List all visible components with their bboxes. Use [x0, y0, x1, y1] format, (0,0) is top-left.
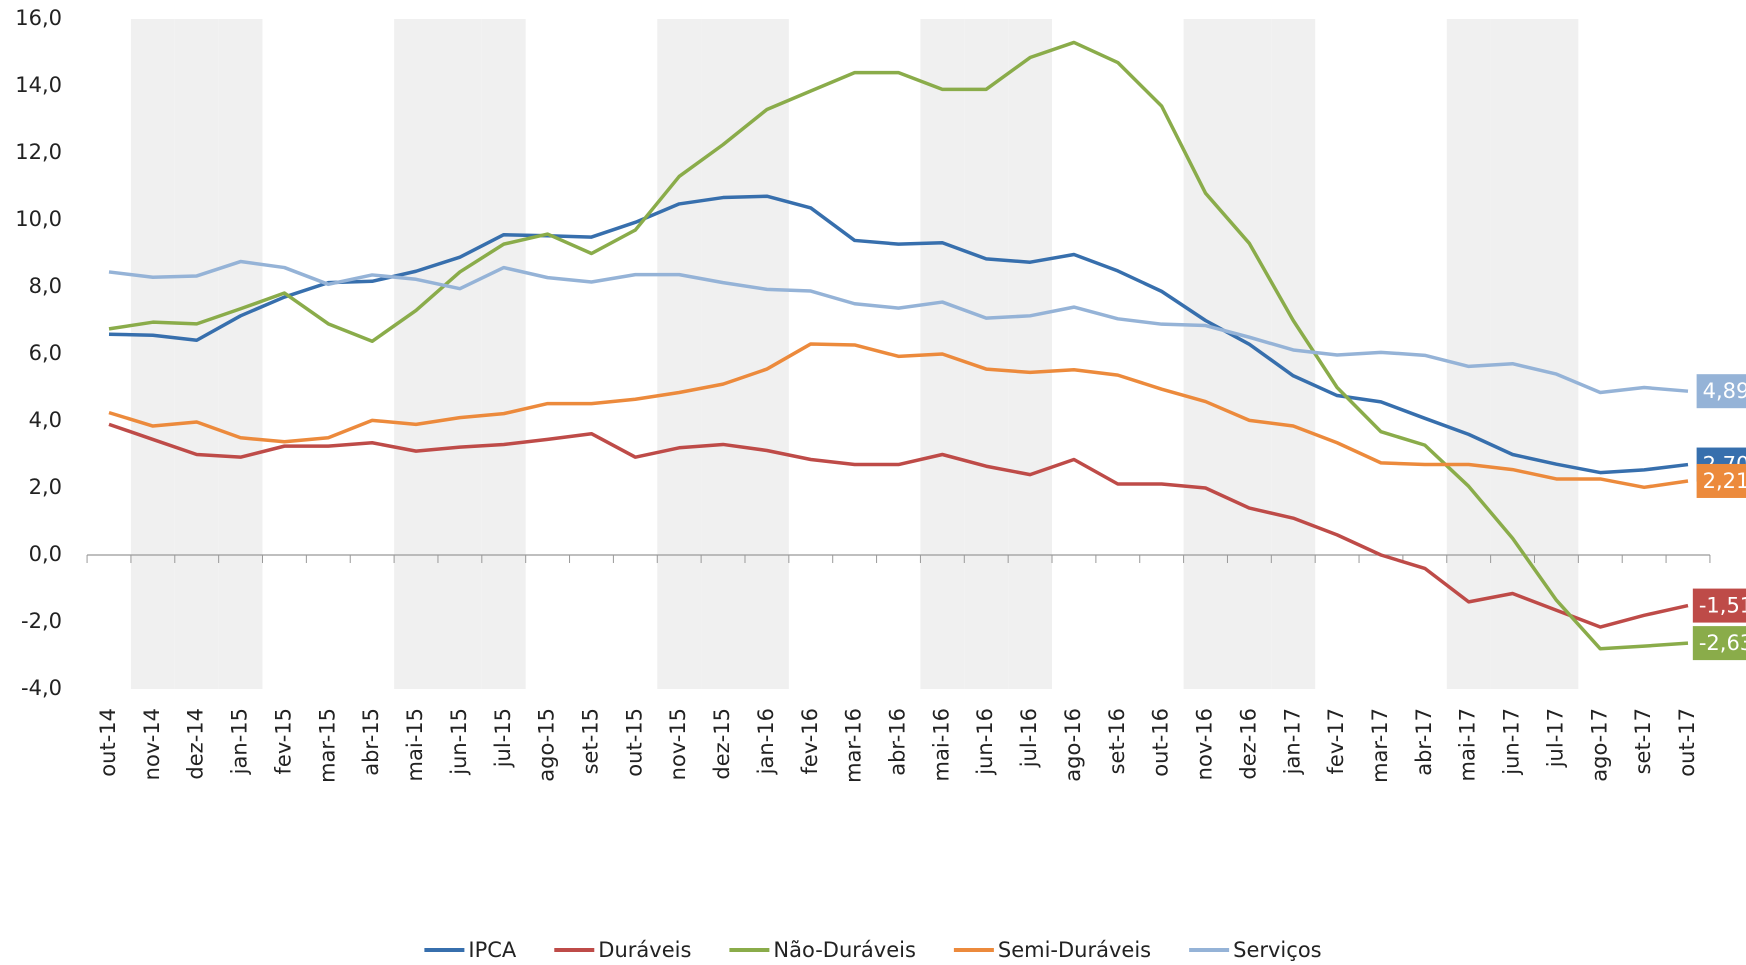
x-tick-label: mai-15 — [403, 708, 427, 781]
band — [701, 19, 745, 689]
band — [1271, 19, 1316, 689]
x-tick-label: set-15 — [578, 708, 602, 774]
data-label-box — [1696, 463, 1746, 498]
x-tick-label: set-16 — [1105, 708, 1129, 774]
y-tick-label: 10,0 — [15, 207, 62, 231]
legend-label: Semi-Duráveis — [998, 938, 1151, 961]
x-tick-label: fev-16 — [798, 708, 822, 774]
data-label-text: -2,63 — [1699, 631, 1746, 655]
band — [1183, 19, 1228, 689]
band — [437, 19, 482, 689]
x-tick-label: jun-17 — [1500, 708, 1524, 776]
x-tick-label: mar-15 — [315, 708, 339, 783]
band — [657, 19, 702, 689]
y-tick-label: -2,0 — [21, 609, 62, 633]
y-tick-label: 14,0 — [15, 73, 62, 97]
legend-label: Serviços — [1233, 938, 1321, 961]
y-tick-label: 0,0 — [29, 542, 62, 566]
x-tick-label: jan-16 — [754, 708, 778, 775]
series-line — [108, 422, 1689, 629]
x-tick-label: out-15 — [622, 708, 646, 777]
x-tick-label: nov-14 — [140, 708, 164, 780]
x-tick-label: ago-15 — [535, 708, 559, 782]
band — [964, 19, 1009, 689]
x-tick-label: dez-16 — [1236, 708, 1260, 780]
y-tick-label: -4,0 — [21, 676, 62, 700]
x-tick-label: jan-15 — [228, 708, 252, 775]
x-tick-label: dez-14 — [184, 708, 208, 780]
data-label-text: 4,89 — [1703, 379, 1746, 403]
series-line — [108, 194, 1689, 475]
legend-label: Duráveis — [598, 938, 691, 961]
x-tick-label: out-17 — [1675, 708, 1699, 777]
band — [394, 19, 438, 689]
band — [130, 19, 175, 689]
band — [481, 19, 526, 689]
band — [218, 19, 263, 689]
x-tick-label: nov-15 — [666, 708, 690, 780]
x-tick-label: mar-17 — [1368, 708, 1392, 783]
data-label: 4,89 — [1696, 374, 1746, 409]
x-tick-label: out-16 — [1149, 708, 1173, 777]
data-label: -2,63 — [1692, 626, 1746, 661]
legend-label: IPCA — [468, 938, 517, 961]
x-tick-label: ago-16 — [1061, 708, 1085, 782]
x-tick-label: jul-16 — [1017, 708, 1041, 768]
y-tick-label: 16,0 — [15, 6, 62, 30]
x-tick-label: dez-15 — [710, 708, 734, 780]
data-label: 2,21 — [1696, 463, 1746, 498]
x-tick-label: jul-17 — [1543, 708, 1567, 768]
band — [174, 19, 219, 689]
y-tick-label: 2,0 — [29, 475, 62, 499]
x-tick-label: nov-16 — [1193, 708, 1217, 780]
data-label-text: -1,51 — [1699, 594, 1746, 618]
x-tick-label: set-17 — [1631, 708, 1655, 774]
data-label-box — [1696, 374, 1746, 409]
band — [1534, 19, 1579, 689]
y-tick-label: 12,0 — [15, 140, 62, 164]
legend: IPCA Duráveis Não-Duráveis Semi-Duráveis Ser… — [424, 938, 1322, 962]
x-tick-label: mai-16 — [929, 708, 953, 781]
x-tick-label: abr-15 — [359, 708, 383, 776]
data-label-box — [1692, 588, 1746, 623]
x-tick-label: abr-16 — [886, 708, 910, 776]
legend-label: Não-Duráveis — [773, 938, 916, 961]
x-tick-label: jul-15 — [491, 708, 515, 768]
series-line — [108, 342, 1689, 490]
x-tick-label: out-14 — [96, 708, 120, 777]
x-tick-label: jun-15 — [447, 708, 471, 776]
band — [1008, 19, 1053, 689]
x-tick-label: jan-17 — [1280, 708, 1304, 775]
data-label: -1,51 — [1692, 588, 1746, 623]
y-tick-label: 4,0 — [29, 408, 62, 432]
x-tick-label: mai-17 — [1456, 708, 1480, 781]
data-label-box — [1692, 626, 1746, 661]
series-line — [108, 40, 1689, 651]
y-tick-label: 8,0 — [29, 274, 62, 298]
x-tick-label: fev-17 — [1324, 708, 1348, 774]
x-tick-label: mar-16 — [842, 708, 866, 783]
x-tick-label: ago-17 — [1587, 708, 1611, 782]
x-tick-label: fev-15 — [271, 708, 295, 774]
y-tick-label: 6,0 — [29, 341, 62, 365]
band — [1446, 19, 1491, 689]
data-label-text: 2,21 — [1703, 469, 1746, 493]
band — [1490, 19, 1535, 689]
band — [744, 19, 789, 689]
series-line — [108, 259, 1689, 395]
x-tick-label: abr-17 — [1412, 708, 1436, 776]
x-tick-label: jun-16 — [973, 708, 997, 776]
